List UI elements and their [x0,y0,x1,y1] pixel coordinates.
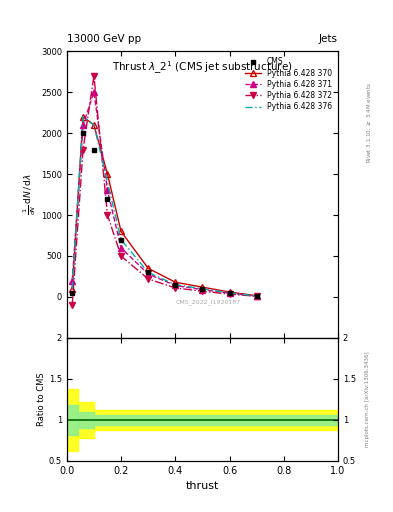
Text: CMS_2022_I1920187: CMS_2022_I1920187 [175,300,241,305]
Pythia 6.428 371 [70,278,75,284]
Line: Pythia 6.428 371: Pythia 6.428 371 [70,90,259,299]
Pythia 6.428 370 [200,284,205,290]
Pythia 6.428 370 [70,286,75,292]
Pythia 6.428 372 [92,73,96,79]
Legend: CMS, Pythia 6.428 370, Pythia 6.428 371, Pythia 6.428 372, Pythia 6.428 376: CMS, Pythia 6.428 370, Pythia 6.428 371,… [243,55,334,114]
Pythia 6.428 370 [254,293,259,299]
Pythia 6.428 371 [254,293,259,299]
CMS [81,130,85,136]
Pythia 6.428 376 [119,237,123,243]
CMS [119,237,123,243]
Text: 13000 GeV pp: 13000 GeV pp [67,33,141,44]
Pythia 6.428 376 [81,114,85,120]
Text: Thrust $\lambda\_2^1$ (CMS jet substructure): Thrust $\lambda\_2^1$ (CMS jet substruct… [112,60,293,76]
CMS [173,282,178,288]
Pythia 6.428 371 [200,287,205,293]
Pythia 6.428 370 [119,228,123,234]
Line: CMS: CMS [70,131,259,298]
Text: Jets: Jets [319,33,338,44]
Pythia 6.428 372 [227,291,232,297]
CMS [200,286,205,292]
Pythia 6.428 370 [81,114,85,120]
CMS [227,290,232,296]
Text: Rivet 3.1.10, $\geq$ 3.4M events: Rivet 3.1.10, $\geq$ 3.4M events [365,82,373,163]
Pythia 6.428 370 [105,171,110,177]
Line: Pythia 6.428 372: Pythia 6.428 372 [70,73,259,308]
Pythia 6.428 371 [227,290,232,296]
Pythia 6.428 371 [146,271,151,277]
CMS [146,269,151,275]
CMS [254,293,259,299]
Y-axis label: $\frac{1}{\mathrm{d}N}\,\mathrm{d}N\,/\,\mathrm{d}\lambda$: $\frac{1}{\mathrm{d}N}\,\mathrm{d}N\,/\,… [22,174,38,216]
Pythia 6.428 372 [105,212,110,218]
Pythia 6.428 370 [173,279,178,285]
Y-axis label: Ratio to CMS: Ratio to CMS [37,373,46,426]
Pythia 6.428 376 [105,179,110,185]
CMS [92,146,96,153]
Pythia 6.428 376 [70,286,75,292]
Pythia 6.428 371 [173,283,178,289]
Pythia 6.428 376 [173,282,178,288]
Pythia 6.428 370 [92,122,96,128]
Pythia 6.428 370 [227,289,232,295]
Pythia 6.428 376 [146,269,151,275]
Pythia 6.428 372 [254,293,259,300]
Pythia 6.428 376 [227,290,232,296]
Pythia 6.428 371 [81,122,85,128]
Pythia 6.428 372 [200,288,205,294]
Pythia 6.428 371 [92,89,96,95]
Pythia 6.428 376 [254,293,259,299]
CMS [70,290,75,296]
X-axis label: thrust: thrust [186,481,219,491]
Pythia 6.428 372 [173,285,178,291]
Line: Pythia 6.428 376: Pythia 6.428 376 [72,117,257,296]
Pythia 6.428 370 [146,265,151,271]
Pythia 6.428 376 [92,122,96,128]
CMS [105,196,110,202]
Pythia 6.428 372 [81,146,85,153]
Pythia 6.428 372 [119,253,123,259]
Pythia 6.428 376 [200,286,205,292]
Line: Pythia 6.428 370: Pythia 6.428 370 [70,114,259,298]
Pythia 6.428 371 [119,245,123,251]
Pythia 6.428 372 [70,302,75,308]
Text: mcplots.cern.ch [arXiv:1306.3436]: mcplots.cern.ch [arXiv:1306.3436] [365,352,370,447]
Pythia 6.428 371 [105,187,110,194]
Pythia 6.428 372 [146,276,151,282]
